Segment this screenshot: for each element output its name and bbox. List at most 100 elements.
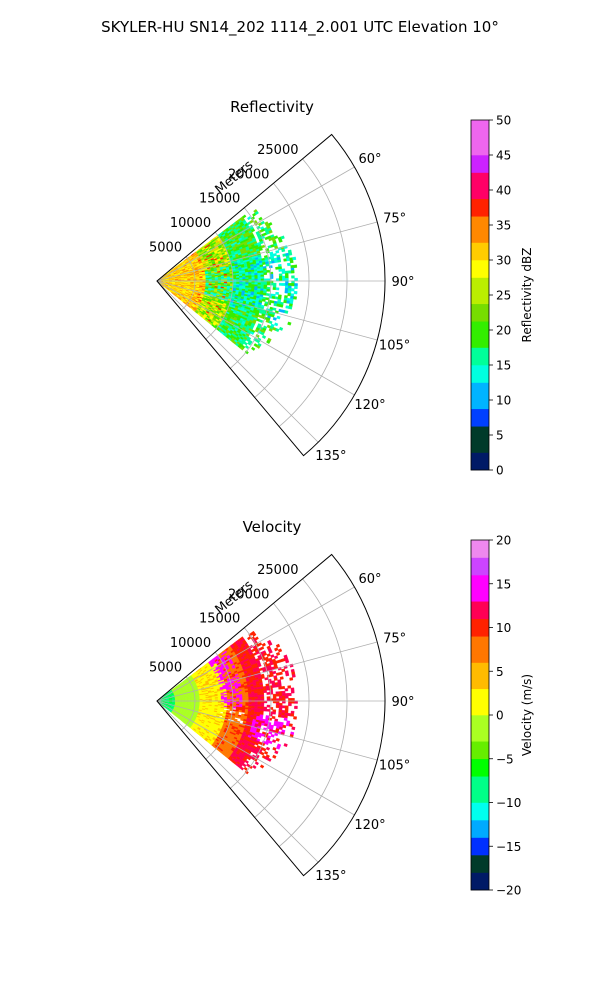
radar-cell xyxy=(290,288,295,292)
radar-cell xyxy=(288,305,293,310)
radar-cell xyxy=(223,697,228,700)
colorbar-segment xyxy=(471,137,489,147)
radar-cell xyxy=(260,272,265,276)
radar-cell xyxy=(249,219,254,224)
radar-cell xyxy=(293,290,298,295)
radar-cell xyxy=(232,706,237,709)
radar-cell xyxy=(291,283,295,287)
radar-cell xyxy=(251,276,256,280)
radar-cell xyxy=(282,278,286,281)
colorbar-tick-label: 5 xyxy=(496,429,504,443)
colorbar-segment xyxy=(471,128,489,138)
colorbar-segment xyxy=(471,321,489,331)
colorbar-segment xyxy=(471,277,489,287)
radar-cell xyxy=(260,276,265,280)
radar-cell xyxy=(245,273,249,277)
radar-cell xyxy=(275,287,280,291)
radar-cell xyxy=(272,307,277,311)
velocity-panel: Velocity60°75°90°105°120°135°50001000015… xyxy=(149,518,534,898)
colorbar-tick-label: 45 xyxy=(496,149,511,163)
colorbar-segment xyxy=(471,391,489,401)
radar-cell xyxy=(248,697,252,700)
radar-cell xyxy=(272,287,277,291)
colorbar-segment xyxy=(471,181,489,191)
colorbar-tick-label: 0 xyxy=(496,464,504,478)
radar-cell xyxy=(248,277,252,280)
radar-cell xyxy=(272,317,277,321)
radar-cell xyxy=(239,697,243,700)
colorbar-segment xyxy=(471,330,489,340)
angle-tick-label: 90° xyxy=(391,275,414,290)
radar-cell xyxy=(261,298,266,302)
panel-title: Velocity xyxy=(243,518,302,536)
colorbar-label: Reflectivity dBZ xyxy=(520,248,534,343)
colorbar-segment xyxy=(471,225,489,235)
radar-cell xyxy=(269,276,274,279)
radar-cell xyxy=(294,283,298,287)
colorbar-tick-label: 30 xyxy=(496,254,511,268)
radar-cell xyxy=(287,270,292,274)
radar-cell xyxy=(278,268,283,272)
radar-cell xyxy=(285,278,289,281)
colorbar-segment xyxy=(471,268,489,278)
radar-cell xyxy=(261,244,266,249)
colorbar-segment xyxy=(471,338,489,348)
radar-cell xyxy=(269,282,274,286)
radar-cell xyxy=(269,273,274,277)
angle-tick-label: 120° xyxy=(354,398,385,413)
colorbar-tick-label: 50 xyxy=(496,114,511,128)
radar-cell xyxy=(285,282,289,287)
radar-cell xyxy=(251,346,256,351)
radar-cell xyxy=(293,296,297,300)
colorbar-segment xyxy=(471,163,489,173)
radar-cell xyxy=(263,282,268,286)
radar-cell xyxy=(287,288,292,292)
colorbar-segment xyxy=(471,260,489,270)
radar-cell xyxy=(281,275,286,279)
colorbar-segment xyxy=(471,146,489,156)
radar-cell xyxy=(265,293,270,297)
colorbar-segment xyxy=(471,286,489,296)
colorbar-segment xyxy=(471,435,489,445)
radar-cell xyxy=(265,263,270,267)
radar-cell xyxy=(237,716,242,719)
radar-cell xyxy=(254,274,259,278)
radar-cell xyxy=(290,267,295,271)
radar-cell xyxy=(285,275,289,279)
radar-cell xyxy=(248,704,252,707)
radar-cell xyxy=(294,277,298,281)
radial-tick-label: 10000 xyxy=(170,216,211,231)
colorbar-segment xyxy=(471,312,489,322)
colorbar-segment xyxy=(471,452,489,462)
radar-cell xyxy=(275,266,279,270)
colorbar-tick-label: 10 xyxy=(496,394,511,408)
radar-cell xyxy=(274,259,279,264)
radar-cell xyxy=(263,303,268,307)
radar-cell xyxy=(266,269,271,273)
colorbar-segment xyxy=(471,172,489,182)
radar-cell xyxy=(274,322,279,327)
radial-tick-label: 25000 xyxy=(257,143,298,158)
radar-cell xyxy=(260,278,265,281)
figure-title: SKYLER-HU SN14_202 1114_2.001 UTC Elevat… xyxy=(101,18,499,37)
colorbar-segment xyxy=(471,120,489,130)
radar-cell xyxy=(276,315,281,320)
radar-cell xyxy=(278,273,283,277)
colorbar-tick-label: 25 xyxy=(496,289,511,303)
colorbar-segment xyxy=(471,408,489,418)
panel-title: Reflectivity xyxy=(230,98,314,116)
radar-cell xyxy=(279,304,284,308)
radar-cell xyxy=(240,718,244,722)
radar-cell xyxy=(284,310,289,314)
radar-cell xyxy=(268,265,273,269)
radar-cell xyxy=(263,272,268,276)
radar-cell xyxy=(263,278,268,281)
radar-cell xyxy=(275,291,279,295)
radar-cell xyxy=(278,326,284,331)
radar-cell xyxy=(233,697,237,700)
radar-cell xyxy=(257,284,262,287)
colorbar-segment xyxy=(471,190,489,200)
radar-cell xyxy=(266,288,271,292)
radar-cell xyxy=(278,278,283,281)
